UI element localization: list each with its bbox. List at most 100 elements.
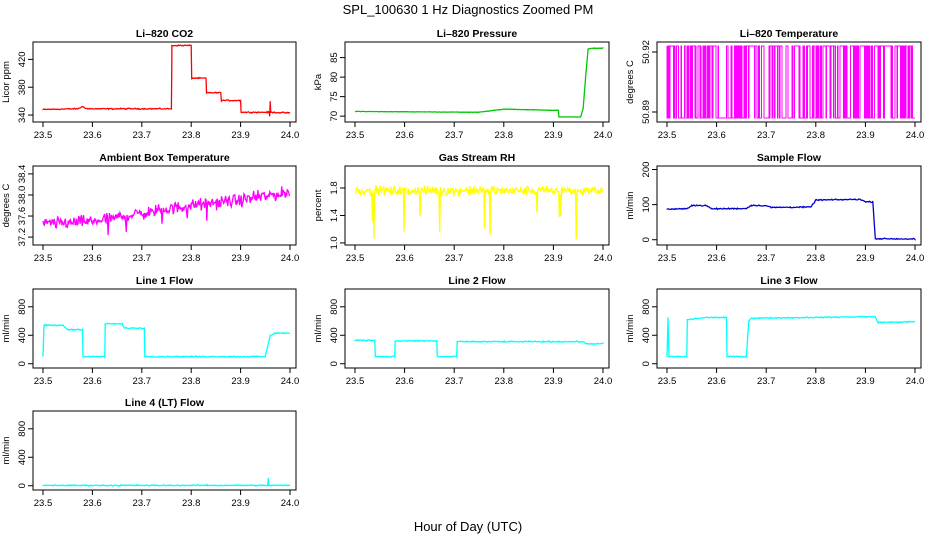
x-tick-label: 24.0: [281, 498, 300, 509]
x-tick-label: 23.7: [757, 253, 776, 264]
panel-4: Ambient Box Temperature degrees C 23.5 23.6…: [1, 152, 299, 264]
x-tick-label: 23.5: [34, 498, 53, 509]
x-tick-label: 24.0: [281, 130, 300, 141]
series-line: [42, 321, 291, 359]
panel-1: Li–820 CO2 Licor ppm 23.5 23.6 23.7 23.8 23.9 2…: [1, 28, 299, 141]
y-tick-label: 37.6: [17, 207, 28, 226]
y-tick-label: 400: [17, 327, 28, 343]
y-axis-label: ml/min: [1, 315, 12, 343]
x-tick-label: 23.6: [83, 130, 102, 141]
series-line: [666, 198, 916, 241]
plot-frame: [656, 165, 922, 246]
x-tick-label: 23.6: [395, 253, 414, 264]
panel-title: Li–820 Pressure: [437, 28, 518, 40]
panel-title: Line 4 (LT) Flow: [125, 397, 205, 409]
x-tick-label: 23.8: [495, 253, 514, 264]
y-tick-label: 70: [329, 111, 340, 122]
y-tick-label: 400: [641, 327, 652, 343]
x-tick-label: 23.6: [83, 376, 102, 387]
x-tick-label: 24.0: [906, 130, 925, 141]
panel-9: Line 3 Flow ml/min 23.5 23.6 23.7 23.8 23.9 24.…: [625, 275, 924, 387]
panel-5: Gas Stream RH percent 23.5 23.6 23.7 23.8 23.9…: [313, 152, 612, 264]
panel-6: Sample Flow ml/min 23.5 23.6 23.7 23.8 23.9 24.…: [625, 152, 924, 264]
x-tick-label: 23.6: [83, 253, 102, 264]
x-tick-label: 23.7: [133, 376, 152, 387]
y-tick-label: 0: [17, 361, 28, 366]
y-axis-label: ml/min: [313, 315, 324, 343]
y-tick-label: 0: [641, 237, 652, 242]
y-tick-label: 400: [17, 449, 28, 465]
panels: Li–820 CO2 Licor ppm 23.5 23.6 23.7 23.8 23.9 2…: [1, 28, 924, 509]
plot-frame: [32, 41, 297, 123]
x-tick-label: 24.0: [594, 376, 613, 387]
y-tick-label: 38.4: [17, 165, 28, 184]
x-tick-label: 23.7: [133, 498, 152, 509]
y-tick-label: 0: [329, 361, 340, 366]
y-axis-label: ml/min: [1, 437, 12, 465]
y-tick-label: 37.2: [17, 228, 28, 247]
figure-title: SPL_100630 1 Hz Diagnostics Zoomed PM: [343, 2, 594, 17]
plot-frame: [344, 288, 610, 369]
y-tick-label: 800: [329, 299, 340, 315]
x-tick-label: 23.8: [807, 130, 826, 141]
x-tick-label: 23.7: [445, 376, 464, 387]
x-tick-label: 23.8: [807, 376, 826, 387]
y-tick-label: 1.4: [329, 209, 340, 222]
x-tick-label: 23.8: [182, 130, 201, 141]
series-line: [666, 45, 915, 119]
panel-10: Line 4 (LT) Flow ml/min 23.5 23.6 23.7 23.8 23…: [1, 397, 299, 509]
plot-frame: [656, 288, 922, 369]
x-tick-label: 24.0: [281, 253, 300, 264]
x-tick-label: 24.0: [906, 253, 925, 264]
y-tick-label: 1.8: [329, 181, 340, 194]
plot-frame: [344, 41, 610, 123]
y-tick-label: 420: [17, 51, 28, 67]
y-axis-label: percent: [313, 189, 324, 221]
x-tick-label: 24.0: [594, 253, 613, 264]
x-tick-label: 23.8: [807, 253, 826, 264]
panel-title: Sample Flow: [757, 152, 822, 164]
y-tick-label: 75: [329, 91, 340, 102]
panel-3: Li–820 Temperature degrees C 23.5 23.6 23.7 2…: [625, 28, 924, 141]
x-tick-label: 23.5: [658, 130, 677, 141]
x-tick-label: 23.9: [856, 130, 875, 141]
x-tick-label: 24.0: [281, 376, 300, 387]
panel-title: Li–820 Temperature: [740, 28, 839, 40]
y-tick-label: 800: [641, 299, 652, 315]
panel-8: Line 2 Flow ml/min 23.5 23.6 23.7 23.8 23.9 24.…: [313, 275, 612, 387]
series-line: [354, 339, 604, 359]
y-tick-label: 800: [17, 421, 28, 437]
plot-frame: [656, 41, 922, 123]
x-tick-label: 23.7: [757, 130, 776, 141]
x-tick-label: 23.9: [544, 130, 563, 141]
x-tick-label: 23.5: [658, 376, 677, 387]
panel-2: Li–820 Pressure kPa 23.5 23.6 23.7 23.8 23.9 24…: [313, 28, 612, 141]
x-tick-label: 23.9: [544, 376, 563, 387]
x-tick-label: 23.8: [495, 130, 514, 141]
y-axis-label: ml/min: [625, 315, 636, 343]
x-tick-label: 23.9: [231, 498, 250, 509]
x-tick-label: 23.7: [757, 376, 776, 387]
x-tick-label: 23.6: [395, 376, 414, 387]
y-tick-label: 80: [329, 72, 340, 83]
x-tick-label: 23.5: [658, 253, 677, 264]
x-tick-label: 23.7: [445, 130, 464, 141]
x-tick-label: 24.0: [906, 376, 925, 387]
panel-title: Line 3 Flow: [760, 275, 818, 287]
plot-frame: [32, 165, 297, 246]
y-tick-label: 340: [17, 107, 28, 123]
series-line: [666, 315, 916, 358]
series-line: [42, 477, 291, 487]
x-tick-label: 23.8: [182, 253, 201, 264]
plot-frame: [32, 410, 297, 491]
y-tick-label: 100: [641, 197, 652, 213]
figure-xlabel: Hour of Day (UTC): [414, 519, 522, 534]
x-tick-label: 23.5: [346, 376, 365, 387]
panel-title: Li–820 CO2: [136, 28, 193, 40]
x-tick-label: 23.7: [133, 253, 152, 264]
y-tick-label: 200: [641, 162, 652, 178]
y-axis-label: Licor ppm: [1, 61, 12, 103]
x-tick-label: 23.9: [856, 376, 875, 387]
y-tick-label: 0: [17, 483, 28, 488]
